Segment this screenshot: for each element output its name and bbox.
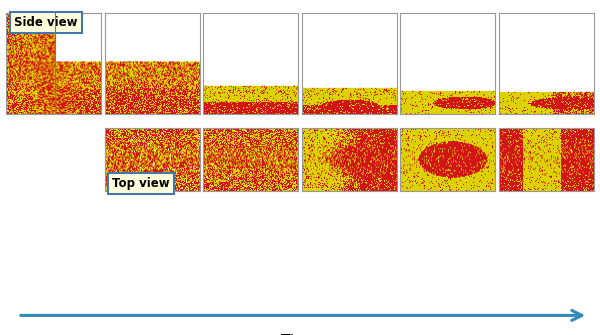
Text: Time: Time	[281, 334, 319, 335]
Text: Side view: Side view	[14, 16, 77, 29]
Text: Top view: Top view	[112, 177, 170, 190]
